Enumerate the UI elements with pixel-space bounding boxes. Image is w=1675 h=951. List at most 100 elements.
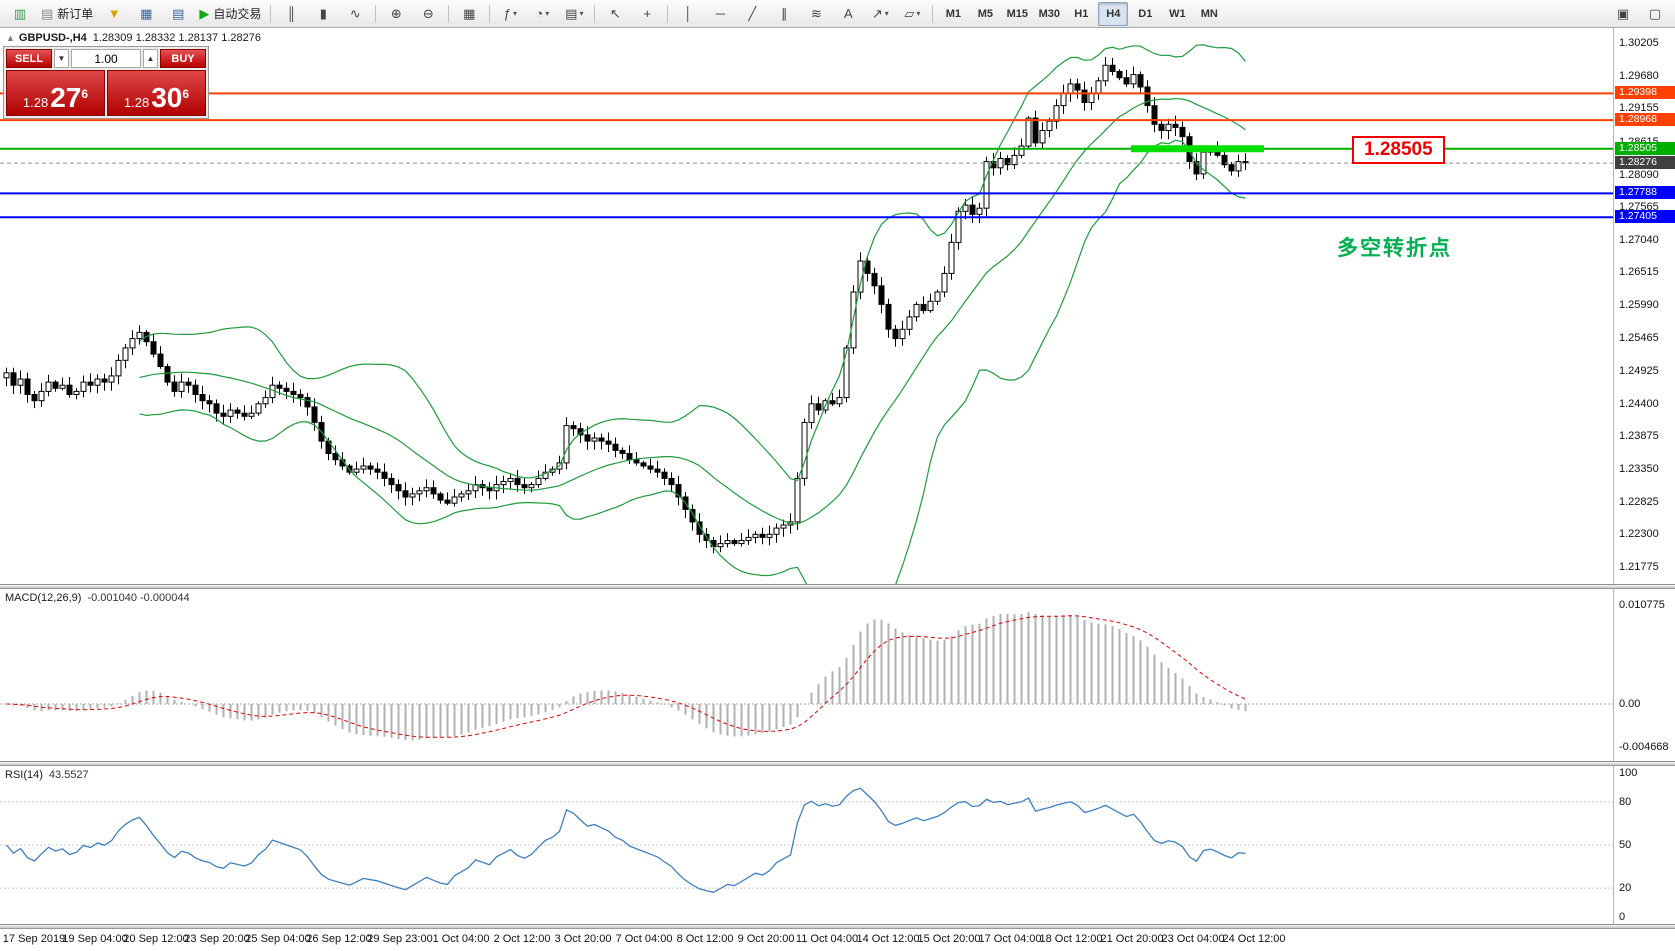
- price-scale[interactable]: 1.302051.296801.291551.286151.280901.275…: [1613, 28, 1675, 929]
- buy-price-frac: 6: [182, 87, 190, 101]
- panel-divider[interactable]: [0, 584, 1675, 589]
- toolbar-separator: [667, 4, 669, 23]
- candlestick-chart-icon: ▮: [319, 6, 327, 21]
- shapes-button[interactable]: ▱ ▾: [897, 2, 927, 26]
- templates-button[interactable]: ▤ ▾: [559, 2, 589, 26]
- scale-tick: 1.22300: [1619, 528, 1659, 540]
- scale-tick: 1.29680: [1619, 70, 1659, 82]
- time-label: 3 Oct 20:00: [554, 933, 612, 945]
- arrows-button[interactable]: ↗ ▾: [865, 2, 895, 26]
- tf-m15-label: M15: [1006, 7, 1029, 20]
- horizontal-line-button[interactable]: ─: [705, 2, 735, 26]
- one-click-toggle-icon[interactable]: ▲: [6, 33, 15, 43]
- volume-down-button[interactable]: ▼: [54, 49, 69, 68]
- scale-tick: 1.22825: [1619, 496, 1659, 508]
- toolbar-right-group: ▣ ▢: [1607, 2, 1671, 26]
- tf-m30-button[interactable]: M30: [1034, 2, 1064, 26]
- market-watch-button[interactable]: ▦: [131, 2, 161, 26]
- cursor-icon: ↖: [609, 6, 621, 21]
- shapes-icon: ▱: [904, 6, 915, 21]
- horizontal-line-icon: ─: [715, 6, 725, 21]
- profiles-button[interactable]: ▼: [99, 2, 129, 26]
- line-chart-button[interactable]: ∿: [340, 2, 370, 26]
- scale-tick: 100: [1619, 767, 1638, 779]
- macd-panel-canvas[interactable]: [0, 589, 1613, 761]
- time-label: 19 Sep 04:00: [62, 933, 128, 945]
- indicators-button[interactable]: ƒ ▾: [495, 2, 525, 26]
- fibonacci-button[interactable]: ≋: [801, 2, 831, 26]
- fibonacci-icon: ≋: [810, 6, 822, 21]
- tf-m5-button[interactable]: M5: [970, 2, 1000, 26]
- crosshair-button[interactable]: +: [632, 2, 662, 26]
- trendline-button[interactable]: ╱: [737, 2, 767, 26]
- turning-point-annotation[interactable]: 多空转折点: [1337, 237, 1452, 260]
- scale-tick: 50: [1619, 839, 1632, 851]
- price-callout-label[interactable]: 1.28505: [1352, 136, 1445, 164]
- macd-values: -0.001040 -0.000044: [87, 592, 190, 604]
- rsi-panel-canvas[interactable]: [0, 766, 1613, 924]
- time-label: 23 Oct 04:00: [1161, 933, 1225, 945]
- zoom-out-icon: ⊖: [422, 6, 434, 21]
- time-label: 1 Oct 04:00: [432, 933, 490, 945]
- new-order-button[interactable]: ▤ 新订单: [37, 2, 97, 26]
- panel-divider[interactable]: [0, 924, 1675, 929]
- tf-m1-button[interactable]: M1: [938, 2, 968, 26]
- toolbar-separator: [932, 4, 934, 23]
- sell-price-button[interactable]: 1.28 27 6: [6, 70, 105, 116]
- vertical-line-button[interactable]: │: [673, 2, 703, 26]
- symbol-period-label: GBPUSD-,H4: [18, 32, 87, 44]
- sell-price-head: 1.28: [22, 95, 49, 110]
- cursor-button[interactable]: ↖: [600, 2, 630, 26]
- data-window-button[interactable]: ▤: [163, 2, 193, 26]
- sell-button-small[interactable]: SELL: [6, 49, 52, 68]
- time-label: 14 Oct 12:00: [856, 933, 920, 945]
- toolbar-separator: [448, 4, 450, 23]
- auto-trading-icon: ▶: [199, 6, 210, 21]
- zoom-out-button[interactable]: ⊖: [413, 2, 443, 26]
- tf-d1-button[interactable]: D1: [1130, 2, 1160, 26]
- panel-divider[interactable]: [0, 761, 1675, 766]
- time-label: 18 Oct 12:00: [1039, 933, 1103, 945]
- periods-dropdown-icon: ▾: [545, 9, 550, 18]
- price-tag: 1.28276: [1615, 156, 1675, 169]
- tf-m15-button[interactable]: M15: [1002, 2, 1032, 26]
- buy-price-pips: 30: [151, 82, 183, 113]
- scale-tick: 1.21775: [1619, 561, 1659, 573]
- chart-list-button[interactable]: ▣: [1608, 2, 1638, 26]
- new-chart-icon: ▥: [13, 6, 27, 21]
- line-chart-icon: ∿: [349, 6, 361, 21]
- zoom-in-button[interactable]: ⊕: [381, 2, 411, 26]
- candlestick-chart-button[interactable]: ▮: [308, 2, 338, 26]
- tf-h1-button[interactable]: H1: [1066, 2, 1096, 26]
- buy-price-button[interactable]: 1.28 30 6: [107, 70, 206, 116]
- zoom-in-icon: ⊕: [390, 6, 402, 21]
- scale-tick: 1.24925: [1619, 365, 1659, 377]
- volume-up-button[interactable]: ▲: [143, 49, 158, 68]
- tf-w1-button[interactable]: W1: [1162, 2, 1192, 26]
- time-label: 15 Oct 20:00: [917, 933, 981, 945]
- new-chart-button[interactable]: ▥: [5, 2, 35, 26]
- time-label: 17 Oct 04:00: [978, 933, 1042, 945]
- volume-input[interactable]: [71, 49, 141, 68]
- price-chart-canvas[interactable]: [0, 28, 1613, 584]
- tile-windows-button[interactable]: ▦: [454, 2, 484, 26]
- tf-m5-label: M5: [977, 7, 993, 20]
- tf-mn-button[interactable]: MN: [1194, 2, 1224, 26]
- text-label-button[interactable]: A: [833, 2, 863, 26]
- auto-trading-button[interactable]: ▶ 自动交易: [195, 2, 265, 26]
- time-axis[interactable]: 17 Sep 2019 19 Sep 04:00 20 Sep 12:00 23 Se…: [0, 929, 1613, 951]
- tf-h4-button[interactable]: H4: [1098, 1, 1129, 26]
- bar-chart-button[interactable]: ║: [276, 2, 306, 26]
- time-label: 29 Sep 23:00: [367, 933, 433, 945]
- periods-button[interactable]: ◔ ▾: [527, 2, 557, 26]
- indicators-icon: ƒ: [503, 6, 511, 21]
- buy-button-small[interactable]: BUY: [160, 49, 206, 68]
- equidistant-channel-button[interactable]: ∥: [769, 2, 799, 26]
- bar-chart-icon: ║: [286, 6, 296, 21]
- text-label-icon: A: [843, 6, 853, 21]
- tf-d1-label: D1: [1138, 7, 1153, 20]
- price-tag: 1.27788: [1615, 186, 1675, 199]
- arrows-icon: ↗: [871, 6, 883, 21]
- time-label: 26 Sep 12:00: [306, 933, 372, 945]
- docking-button[interactable]: ▢: [1640, 2, 1670, 26]
